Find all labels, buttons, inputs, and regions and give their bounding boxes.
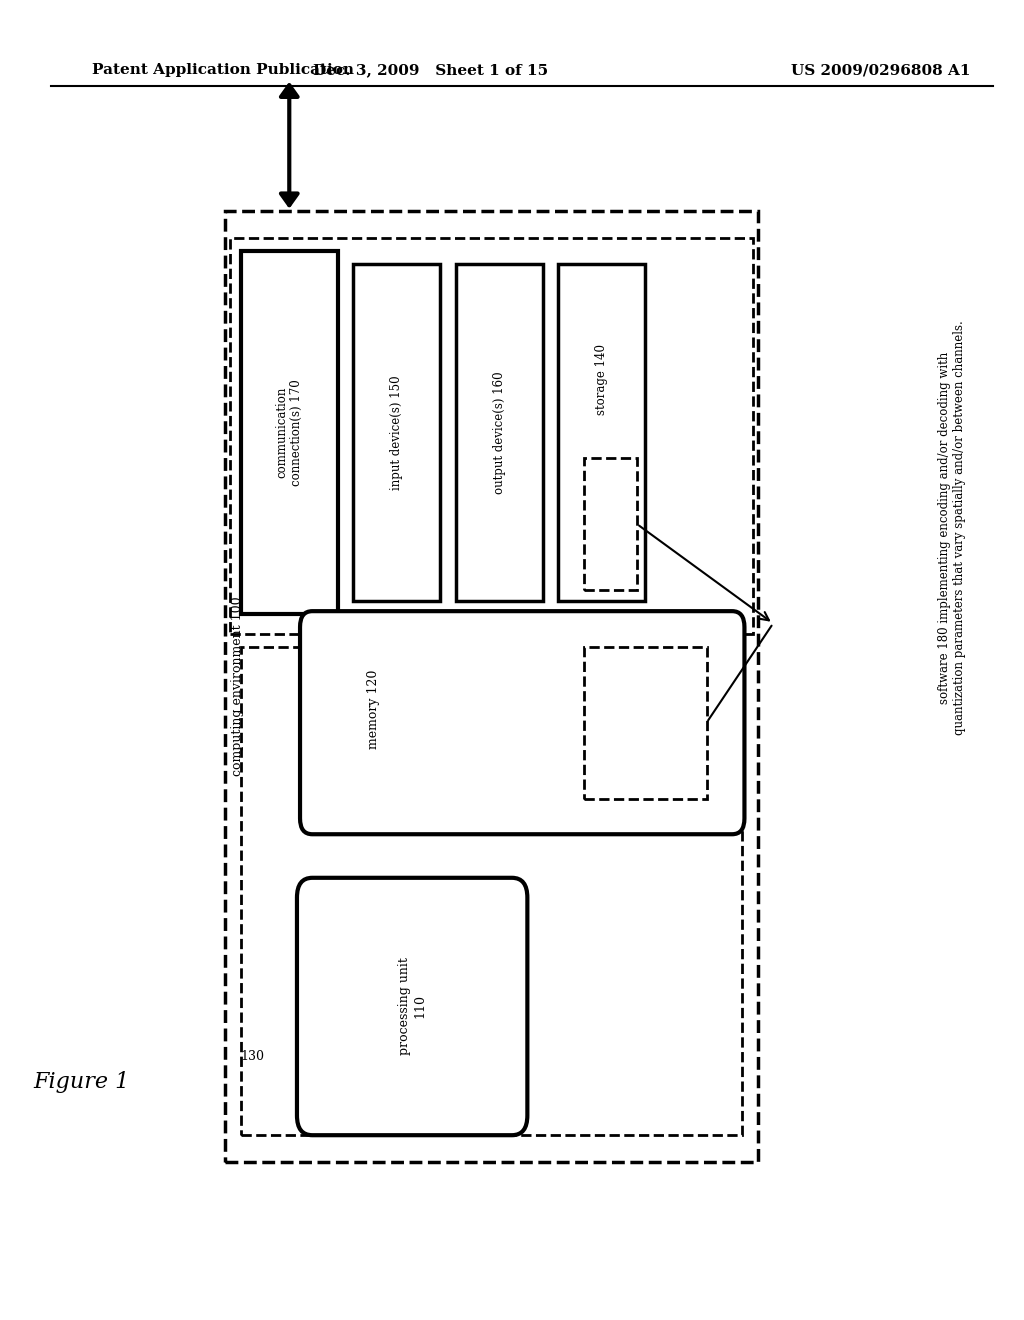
Bar — [456, 264, 543, 601]
Text: memory 120: memory 120 — [368, 669, 380, 750]
Bar — [230, 238, 753, 634]
Text: input device(s) 150: input device(s) 150 — [390, 375, 403, 490]
Text: output device(s) 160: output device(s) 160 — [493, 371, 506, 494]
FancyBboxPatch shape — [300, 611, 744, 834]
Text: storage 140: storage 140 — [595, 345, 608, 414]
Bar — [241, 647, 742, 1135]
Text: Patent Application Publication: Patent Application Publication — [92, 63, 354, 78]
Bar — [584, 647, 707, 799]
Text: software 180 implementing encoding and/or decoding with
quantization parameters : software 180 implementing encoding and/o… — [938, 321, 967, 735]
Text: 130: 130 — [241, 1049, 265, 1063]
Bar — [241, 251, 338, 614]
Bar — [225, 211, 758, 1162]
Bar — [584, 458, 637, 590]
Text: US 2009/0296808 A1: US 2009/0296808 A1 — [791, 63, 971, 78]
Bar — [353, 264, 440, 601]
Text: Dec. 3, 2009   Sheet 1 of 15: Dec. 3, 2009 Sheet 1 of 15 — [312, 63, 548, 78]
Text: communication
connection(s) 170: communication connection(s) 170 — [275, 379, 303, 486]
Text: computing environment 100: computing environment 100 — [231, 597, 244, 776]
Text: processing unit
110: processing unit 110 — [398, 957, 426, 1056]
Text: Figure 1: Figure 1 — [34, 1072, 130, 1093]
Bar — [558, 264, 645, 601]
FancyBboxPatch shape — [297, 878, 527, 1135]
